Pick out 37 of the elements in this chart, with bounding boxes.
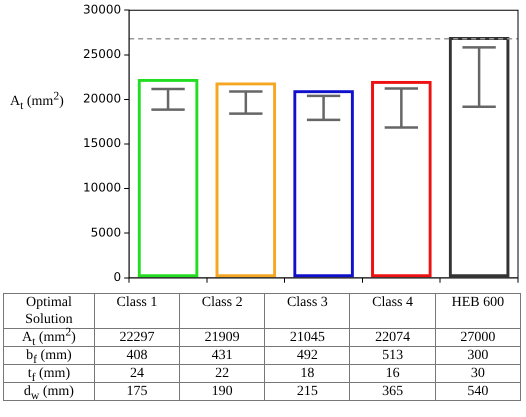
data-label: 22297 <box>94 328 180 346</box>
y-tick-label: 30000 <box>82 2 122 16</box>
y-tick-label: 15000 <box>82 136 122 150</box>
text: 30 <box>435 364 520 382</box>
x-tick-label: Class 2 <box>180 294 265 328</box>
text: 190 <box>180 382 265 400</box>
text: t$_{f}$ (mm) <box>4 364 94 384</box>
x-tick-label: Class 4 <box>350 294 436 328</box>
y-tick-label: 25000 <box>82 46 122 61</box>
text: 300 <box>435 346 520 364</box>
x-tick-label: Class 1 <box>94 294 180 328</box>
y-tick-label: 0 <box>114 270 122 284</box>
data-label: 22074 <box>350 328 436 346</box>
text: 513 <box>350 346 436 364</box>
y-tick-label: 10000 <box>82 180 122 195</box>
text: 24 <box>94 364 180 382</box>
text: 215 <box>264 382 350 400</box>
data-label: 27000 <box>435 328 520 346</box>
data-label: 21045 <box>264 328 350 346</box>
text: 16 <box>350 364 436 382</box>
text: 431 <box>180 346 265 364</box>
text: 18 <box>264 364 350 382</box>
text: 492 <box>264 346 350 364</box>
x-tick-label: Class 3 <box>264 294 350 328</box>
y-axis-title: A$_{t}$ (mm$^{2}$) <box>10 89 64 112</box>
y-tick-label: 5000 <box>90 225 122 240</box>
text: Optimal Solution <box>4 294 94 328</box>
text: 540 <box>435 382 520 400</box>
y-tick-label: 20000 <box>82 92 122 106</box>
data-label: 21909 <box>180 328 265 346</box>
text: b$_{f}$ (mm) <box>4 346 94 366</box>
text: 365 <box>350 382 436 400</box>
text: 408 <box>94 346 180 364</box>
x-tick-label: HEB 600 <box>435 294 520 328</box>
text: 175 <box>94 382 180 400</box>
text: 22 <box>180 364 265 382</box>
text: d$_{w}$ (mm) <box>4 382 94 402</box>
